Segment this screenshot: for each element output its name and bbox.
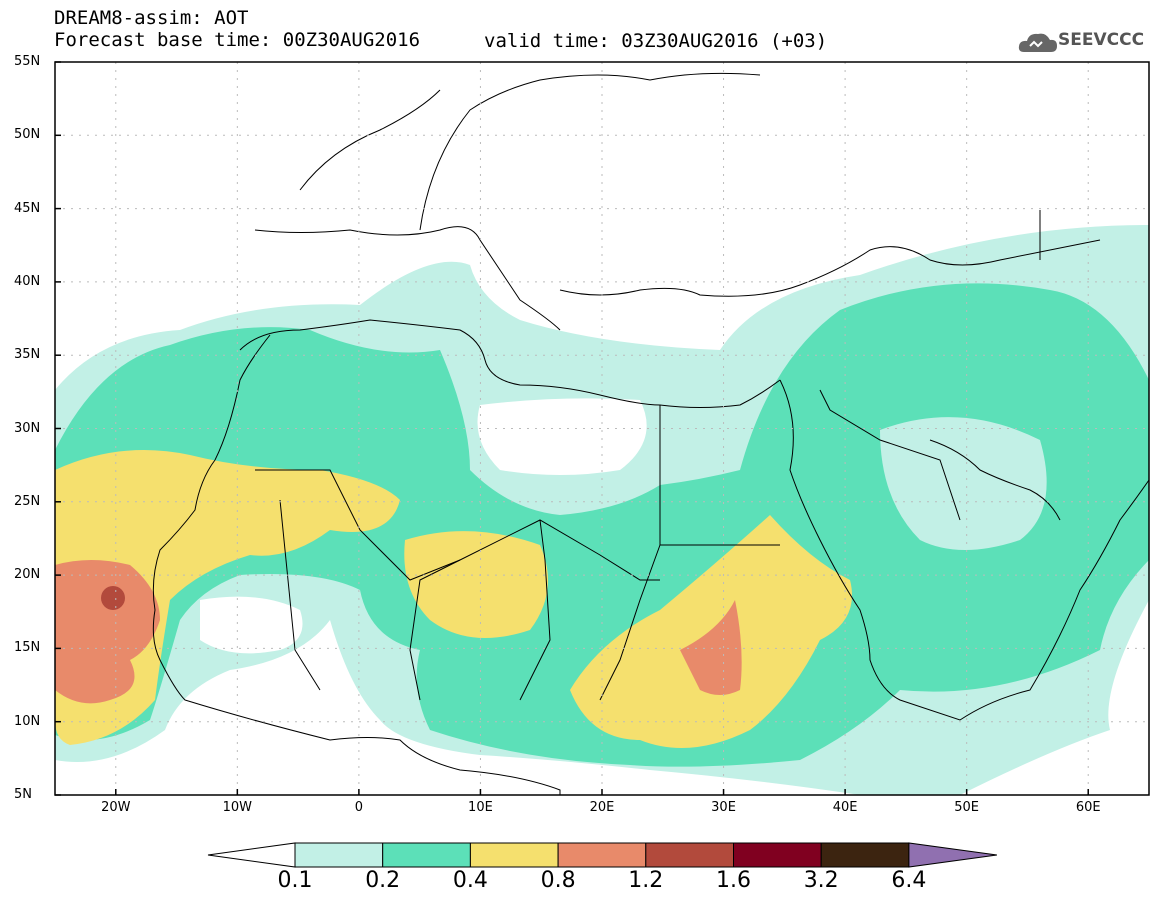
base-time: Forecast base time: 00Z30AUG2016 <box>54 29 421 51</box>
legend-swatch <box>469 842 559 868</box>
aot-band-0-4b <box>404 531 548 638</box>
legend-level-label: 0.1 <box>277 868 313 893</box>
lat-label: 55N <box>14 54 41 69</box>
legend-level-label: 6.4 <box>891 868 927 893</box>
lat-label: 40N <box>14 273 41 289</box>
legend-level-label: 3.2 <box>803 868 839 893</box>
lat-label: 25N <box>14 493 41 509</box>
aot-band-0-2-gap <box>880 417 1047 550</box>
lon-label: 60E <box>1075 800 1101 815</box>
legend-swatch <box>645 842 734 868</box>
legend-swatch <box>382 842 471 868</box>
legend-level-label: 0.2 <box>365 868 401 893</box>
lon-label: 0 <box>354 800 364 815</box>
lon-label: 20E <box>589 800 615 815</box>
coastlines <box>152 72 1149 795</box>
legend-swatch <box>820 842 910 868</box>
lat-label: 20N <box>14 567 41 583</box>
aot-band-0-2 <box>55 283 1149 767</box>
lat-label: 35N <box>14 347 41 363</box>
lon-label: 10E <box>468 800 493 815</box>
legend-under-arrow <box>207 842 296 868</box>
aot-band-0-4 <box>55 450 400 745</box>
lon-label: 50E <box>954 800 980 815</box>
aot-band-0-8 <box>55 560 160 704</box>
legend-level-label: 0.4 <box>452 868 488 893</box>
lat-label: 45N <box>14 200 41 216</box>
legend-swatch <box>294 842 384 868</box>
legend-level-label: 1.6 <box>716 868 751 893</box>
lon-label: 40E <box>832 800 858 815</box>
lat-label: 15N <box>14 640 41 656</box>
logo-text: SEEVCCC <box>1058 30 1145 50</box>
aot-band-0-8b <box>680 600 742 695</box>
legend-level-label: 0.8 <box>540 868 576 893</box>
legend-swatch <box>557 842 647 868</box>
lat-label: 50N <box>14 127 41 143</box>
lat-label: 10N <box>14 713 41 729</box>
lat-label: 30N <box>14 420 41 436</box>
legend-over-arrow <box>908 842 997 868</box>
lon-label: 30E <box>711 800 736 815</box>
valid-time: valid time: 03Z30AUG2016 (+03) <box>484 30 828 52</box>
axis-ticks <box>55 61 1089 796</box>
lon-label: 20W <box>101 800 131 815</box>
aot-band-0-2-gap2 <box>477 398 647 475</box>
map-title: DREAM8-assim: AOT <box>54 7 249 29</box>
lon-label: 10W <box>222 800 253 815</box>
aot-band-0-2-gap3 <box>200 596 303 654</box>
aot-band-1-2 <box>101 586 125 610</box>
legend-swatch <box>733 842 822 868</box>
lat-label: 5N <box>14 787 32 802</box>
cloud-icon <box>1018 33 1057 52</box>
legend-level-label: 1.2 <box>628 868 664 893</box>
